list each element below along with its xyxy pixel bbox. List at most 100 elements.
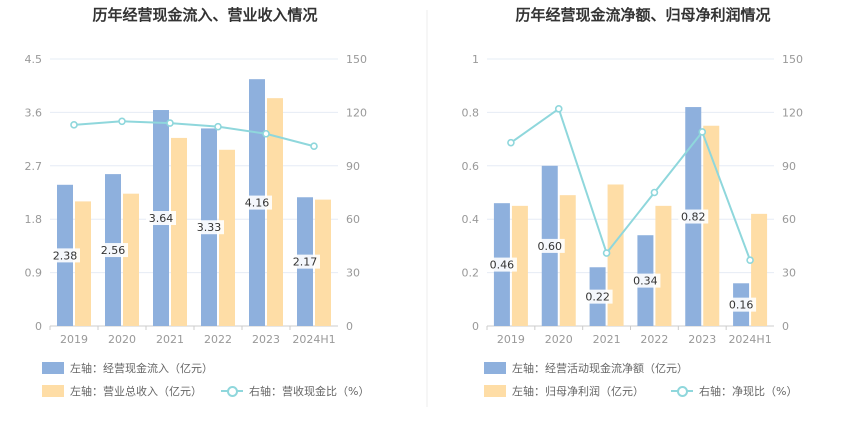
legend-right-bar2[interactable]: 左轴：归母净利润（亿元） bbox=[484, 383, 644, 399]
legend-label: 右轴：营收现金比（%） bbox=[249, 385, 370, 398]
left-data-label-bg bbox=[50, 248, 80, 263]
left-right-tick-label: 60 bbox=[346, 213, 360, 226]
right-left-tick-label: 0.8 bbox=[462, 106, 480, 119]
right-left-tick-label: 1 bbox=[472, 53, 479, 66]
left-line-point bbox=[166, 119, 174, 127]
right-data-label: 0.22 bbox=[585, 291, 610, 304]
left-right-tick-label: 30 bbox=[346, 267, 360, 280]
right-chart-title: 历年经营现金流净额、归母净利润情况 bbox=[515, 6, 770, 24]
right-left-tick-label: 0.6 bbox=[462, 160, 480, 173]
right-line-series bbox=[510, 107, 752, 261]
left-left-tick-label: 2.7 bbox=[25, 160, 43, 173]
left-data-label-bg bbox=[98, 243, 128, 258]
right-data-label: 0.46 bbox=[490, 259, 515, 272]
right-data-label: 0.82 bbox=[681, 211, 706, 224]
right-data-label: 0.16 bbox=[729, 299, 754, 312]
left-line-point bbox=[262, 129, 270, 138]
legend-left-line[interactable]: 右轴：营收现金比（%） bbox=[221, 383, 369, 399]
right-bar-左轴：归母净利润（亿元） bbox=[607, 184, 624, 326]
left-data-label-bg bbox=[242, 195, 272, 210]
legend-label: 左轴：归母净利润（亿元） bbox=[512, 385, 644, 398]
right-bar-左轴：归母净利润（亿元） bbox=[559, 195, 576, 326]
legend-label: 左轴：营业总收入（亿元） bbox=[70, 385, 202, 398]
left-line-point bbox=[70, 121, 78, 129]
left-data-label-bg bbox=[146, 211, 176, 226]
left-x-tick-label: 2024H1 bbox=[292, 333, 335, 346]
legend-label: 左轴：经营现金流入（亿元） bbox=[70, 362, 213, 375]
left-left-tick-label: 3.6 bbox=[25, 106, 43, 119]
left-bar-左轴：营业总收入（亿元） bbox=[75, 201, 91, 326]
left-line-point bbox=[310, 142, 318, 151]
right-right-tick-label: 30 bbox=[782, 267, 796, 280]
right-line-point bbox=[507, 138, 515, 147]
left-right-tick-label: 0 bbox=[346, 320, 353, 333]
left-data-label: 2.17 bbox=[293, 256, 318, 269]
right-left-tick-label: 0.4 bbox=[462, 213, 480, 226]
legend-label: 左轴：经营活动现金流净额（亿元） bbox=[512, 362, 688, 375]
right-left-tick-label: 0.2 bbox=[462, 267, 480, 280]
right-line-point bbox=[554, 105, 563, 113]
left-data-label: 2.38 bbox=[53, 249, 78, 262]
right-x-tick-label: 2023 bbox=[688, 333, 716, 346]
left-data-label: 4.16 bbox=[245, 197, 270, 210]
left-line-point bbox=[118, 117, 126, 126]
left-left-tick-label: 0.9 bbox=[25, 267, 43, 280]
legend-swatch bbox=[42, 385, 64, 397]
right-right-tick-label: 120 bbox=[782, 106, 803, 119]
right-data-label: 0.34 bbox=[633, 275, 658, 288]
right-bar-左轴：归母净利润（亿元） bbox=[511, 205, 528, 326]
left-left-tick-label: 4.5 bbox=[25, 53, 43, 66]
left-x-tick-label: 2021 bbox=[156, 333, 184, 346]
right-x-tick-label: 2020 bbox=[545, 333, 573, 346]
right-x-tick-label: 2022 bbox=[640, 333, 668, 346]
left-bar-左轴：营业总收入（亿元） bbox=[267, 98, 283, 326]
right-x-tick-label: 2021 bbox=[593, 333, 621, 346]
right-data-label-bg bbox=[630, 273, 661, 288]
right-line-point bbox=[602, 249, 611, 257]
right-data-label: 0.60 bbox=[538, 240, 563, 253]
left-data-label-bg bbox=[290, 254, 320, 269]
left-x-tick-label: 2023 bbox=[252, 333, 280, 346]
legend-swatch bbox=[484, 385, 506, 397]
right-right-tick-label: 0 bbox=[782, 320, 789, 333]
right-line-point bbox=[746, 256, 754, 264]
right-x-tick-label: 2019 bbox=[497, 333, 525, 346]
legend-label: 右轴：净现比（%） bbox=[699, 385, 798, 398]
legend-swatch bbox=[484, 362, 506, 374]
left-x-tick-label: 2020 bbox=[108, 333, 136, 346]
left-bar-左轴：营业总收入（亿元） bbox=[219, 149, 235, 326]
right-right-tick-label: 90 bbox=[782, 160, 796, 173]
legend-right-line[interactable]: 右轴：净现比（%） bbox=[671, 383, 797, 399]
left-right-tick-label: 120 bbox=[346, 106, 367, 119]
right-x-tick-label: 2024H1 bbox=[728, 333, 771, 346]
right-bar-左轴：归母净利润（亿元） bbox=[655, 205, 672, 326]
right-bar-左轴：归母净利润（亿元） bbox=[703, 125, 720, 326]
left-right-tick-label: 150 bbox=[346, 53, 367, 66]
right-line-point bbox=[698, 128, 707, 136]
right-line-point bbox=[650, 188, 659, 197]
right-data-label-bg bbox=[486, 257, 517, 272]
left-bar-左轴：营业总收入（亿元） bbox=[315, 199, 331, 326]
left-data-label: 2.56 bbox=[101, 244, 126, 257]
left-chart-title: 历年经营现金流入、营业收入情况 bbox=[92, 6, 317, 24]
left-x-tick-label: 2022 bbox=[204, 333, 232, 346]
left-data-label-bg bbox=[194, 220, 224, 235]
left-bar-左轴：营业总收入（亿元） bbox=[123, 193, 139, 326]
left-right-tick-label: 90 bbox=[346, 160, 360, 173]
legend-right-bar1[interactable]: 左轴：经营活动现金流净额（亿元） bbox=[484, 360, 688, 376]
legend-left-bar1[interactable]: 左轴：经营现金流入（亿元） bbox=[42, 360, 213, 376]
left-bar-左轴：营业总收入（亿元） bbox=[171, 137, 187, 326]
left-data-label: 3.33 bbox=[197, 221, 222, 234]
legend-left-bar2[interactable]: 左轴：营业总收入（亿元） bbox=[42, 383, 202, 399]
right-right-tick-label: 150 bbox=[782, 53, 803, 66]
left-data-label: 3.64 bbox=[149, 212, 174, 225]
left-left-tick-label: 0 bbox=[35, 320, 42, 333]
right-data-label-bg bbox=[678, 209, 709, 224]
legend-swatch bbox=[42, 362, 64, 374]
right-right-tick-label: 60 bbox=[782, 213, 796, 226]
left-line-point bbox=[214, 122, 222, 131]
legend-swatch bbox=[221, 385, 243, 397]
right-data-label-bg bbox=[534, 238, 565, 253]
